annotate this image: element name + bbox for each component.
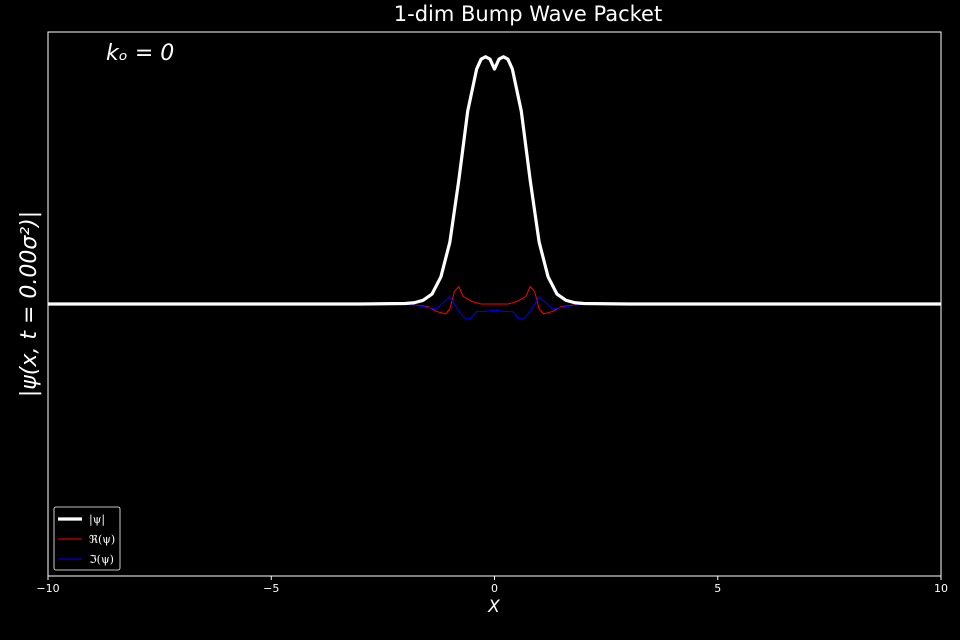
x-axis-label: X	[487, 597, 500, 617]
x-tick-label: 10	[934, 582, 948, 595]
x-tick-label: −5	[263, 582, 279, 595]
series-line-1	[48, 286, 941, 315]
x-tick-label: 0	[491, 582, 498, 595]
x-tick-label: 5	[714, 582, 721, 595]
legend-label-2: ℑ(ψ)	[89, 553, 114, 566]
plot-area	[48, 55, 941, 320]
legend-label-0: |ψ|	[89, 513, 105, 527]
legend: |ψ| ℜ(ψ) ℑ(ψ)	[53, 506, 121, 571]
legend-frame	[53, 506, 121, 571]
legend-label-1: ℜ(ψ)	[89, 533, 115, 546]
y-axis-label: |ψ(x, t = 0.00σ²)|	[17, 211, 42, 397]
series-line-0	[48, 55, 941, 306]
series-line-2	[48, 296, 941, 320]
x-axis: −10 −5 0 5 10	[36, 576, 948, 595]
chart-title: 1-dim Bump Wave Packet	[394, 2, 662, 26]
x-tick-label: −10	[36, 582, 59, 595]
k-annotation: kₒ = 0	[106, 41, 174, 66]
